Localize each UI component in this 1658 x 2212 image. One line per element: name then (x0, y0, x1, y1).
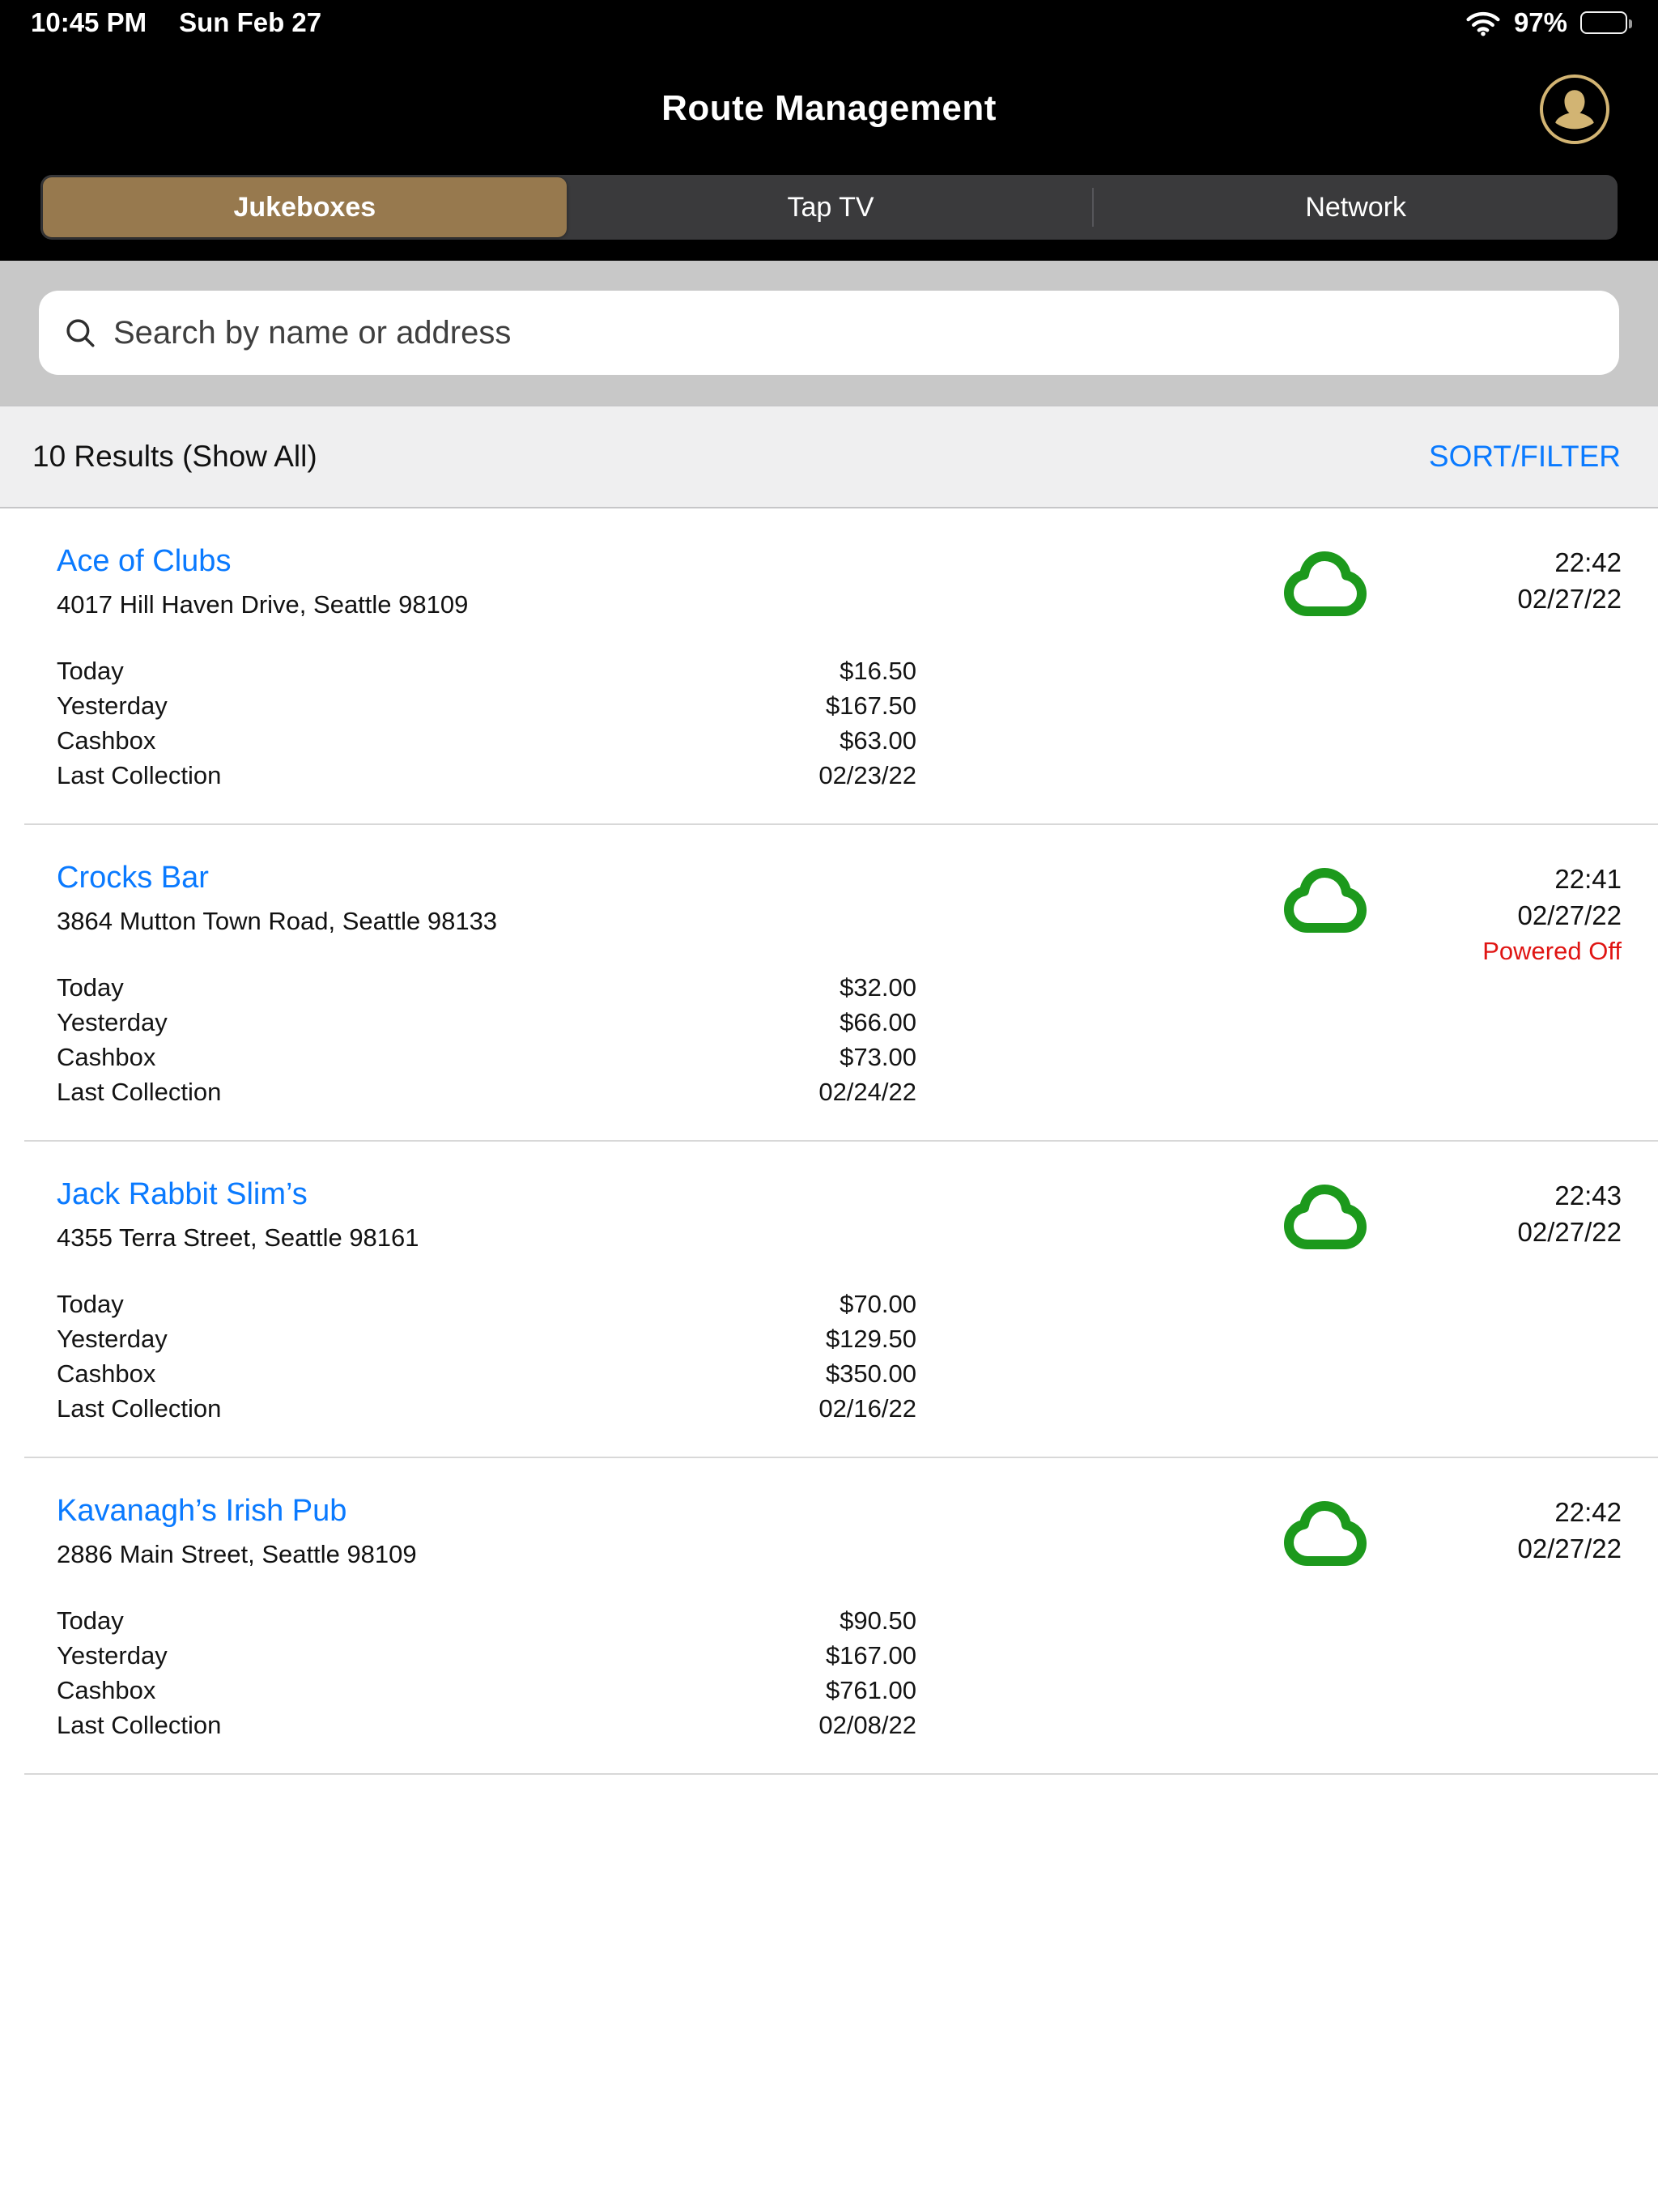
row-separator (24, 1457, 1658, 1458)
checkin-date: 02/27/22 (1517, 1217, 1622, 1247)
profile-avatar-icon[interactable] (1538, 73, 1611, 146)
stat-value-cashbox: $350.00 (825, 1359, 916, 1388)
venue-address: 4017 Hill Haven Drive, Seattle 98109 (57, 590, 469, 619)
stat-label-today: Today (57, 1606, 124, 1635)
last-checkin: 22:42 02/27/22 (1518, 544, 1622, 617)
stat-value-yesterday: $66.00 (840, 1008, 916, 1036)
last-checkin: 22:43 02/27/22 (1518, 1177, 1622, 1250)
last-checkin: 22:41 02/27/22 Powered Off (1482, 861, 1622, 969)
checkin-time: 22:43 (1554, 1180, 1622, 1210)
venue-list: Ace of Clubs 4017 Hill Haven Drive, Seat… (0, 508, 1658, 1775)
stat-value-today: $70.00 (840, 1290, 916, 1318)
tab-jukeboxes-label: Jukeboxes (233, 191, 376, 223)
stat-label-cashbox: Cashbox (57, 1043, 156, 1071)
results-bar: 10 Results (Show All) SORT/FILTER (0, 405, 1658, 508)
cloud-online-icon[interactable] (1279, 533, 1381, 635)
stat-value-cashbox: $761.00 (825, 1676, 916, 1704)
stat-label-yesterday: Yesterday (57, 1641, 168, 1670)
stat-label-last-collection: Last Collection (57, 1711, 222, 1739)
stat-label-yesterday: Yesterday (57, 1008, 168, 1036)
venue-row-crocks-bar[interactable]: Crocks Bar 3864 Mutton Town Road, Seattl… (0, 825, 1658, 1140)
stat-label-today: Today (57, 1290, 124, 1318)
app-header: Route Management (0, 45, 1658, 172)
stat-label-yesterday: Yesterday (57, 691, 168, 720)
segmented-control: Jukeboxes Tap TV Network (40, 175, 1618, 240)
sort-filter-button[interactable]: SORT/FILTER (1428, 440, 1621, 473)
battery-percent: 97% (1513, 7, 1567, 37)
results-count[interactable]: 10 Results (Show All) (32, 440, 317, 473)
cloud-online-icon[interactable] (1279, 1482, 1381, 1585)
stat-value-today: $90.50 (840, 1606, 916, 1635)
row-separator (24, 1140, 1658, 1142)
tab-tap-tv[interactable]: Tap TV (569, 175, 1093, 240)
checkin-date: 02/27/22 (1517, 1534, 1622, 1563)
stat-value-yesterday: $129.50 (825, 1325, 916, 1353)
wifi-icon (1465, 10, 1501, 36)
venue-stats: Today $32.00 Yesterday $66.00 Cashbox $73.0… (57, 970, 916, 1109)
checkin-date: 02/27/22 (1517, 900, 1622, 930)
stat-label-cashbox: Cashbox (57, 726, 156, 755)
cloud-online-icon[interactable] (1279, 1166, 1381, 1268)
tab-tap-tv-label: Tap TV (787, 191, 874, 223)
last-checkin: 22:42 02/27/22 (1518, 1494, 1622, 1567)
status-date: Sun Feb 27 (179, 7, 322, 37)
checkin-time: 22:42 (1554, 547, 1622, 577)
cloud-online-icon[interactable] (1279, 849, 1381, 951)
stat-value-last-collection: 02/16/22 (818, 1394, 916, 1423)
stat-value-last-collection: 02/24/22 (818, 1078, 916, 1106)
stat-label-last-collection: Last Collection (57, 1394, 222, 1423)
venue-stats: Today $16.50 Yesterday $167.50 Cashbox $63.… (57, 653, 916, 793)
row-separator (24, 823, 1658, 825)
segment-divider (1092, 188, 1095, 227)
venue-stats: Today $90.50 Yesterday $167.00 Cashbox $761… (57, 1603, 916, 1742)
venue-name-link[interactable]: Crocks Bar (57, 861, 209, 895)
search-field[interactable] (39, 291, 1619, 375)
stat-label-last-collection: Last Collection (57, 1078, 222, 1106)
venue-address: 4355 Terra Street, Seattle 98161 (57, 1223, 419, 1252)
stat-label-cashbox: Cashbox (57, 1359, 156, 1388)
tab-network[interactable]: Network (1094, 175, 1618, 240)
venue-stats: Today $70.00 Yesterday $129.50 Cashbox $350… (57, 1287, 916, 1426)
stat-value-cashbox: $63.00 (840, 726, 916, 755)
search-input[interactable] (113, 314, 1595, 351)
stat-label-cashbox: Cashbox (57, 1676, 156, 1704)
stat-value-last-collection: 02/08/22 (818, 1711, 916, 1739)
venue-name-link[interactable]: Jack Rabbit Slim’s (57, 1177, 308, 1211)
search-band (0, 261, 1658, 405)
stat-label-last-collection: Last Collection (57, 761, 222, 789)
stat-value-yesterday: $167.00 (825, 1641, 916, 1670)
battery-icon (1580, 11, 1632, 34)
tab-jukeboxes[interactable]: Jukeboxes (43, 177, 567, 237)
tab-band: Jukeboxes Tap TV Network (0, 172, 1658, 261)
stat-value-today: $32.00 (840, 973, 916, 1002)
search-icon (63, 316, 97, 350)
stat-value-yesterday: $167.50 (825, 691, 916, 720)
venue-row-kavanaghs-irish-pub[interactable]: Kavanagh’s Irish Pub 2886 Main Street, S… (0, 1458, 1658, 1773)
checkin-time: 22:41 (1554, 864, 1622, 894)
venue-address: 3864 Mutton Town Road, Seattle 98133 (57, 907, 498, 935)
venue-address: 2886 Main Street, Seattle 98109 (57, 1540, 417, 1568)
stat-value-last-collection: 02/23/22 (818, 761, 916, 789)
stat-label-yesterday: Yesterday (57, 1325, 168, 1353)
checkin-date: 02/27/22 (1517, 584, 1622, 614)
venue-name-link[interactable]: Ace of Clubs (57, 544, 232, 578)
tab-network-label: Network (1305, 191, 1407, 223)
venue-name-link[interactable]: Kavanagh’s Irish Pub (57, 1494, 347, 1528)
stat-value-today: $16.50 (840, 657, 916, 685)
power-status: Powered Off (1482, 937, 1622, 965)
status-time: 10:45 PM (31, 7, 147, 37)
checkin-time: 22:42 (1554, 1497, 1622, 1527)
stat-label-today: Today (57, 973, 124, 1002)
venue-row-ace-of-clubs[interactable]: Ace of Clubs 4017 Hill Haven Drive, Seat… (0, 508, 1658, 823)
row-separator (24, 1773, 1658, 1775)
stat-label-today: Today (57, 657, 124, 685)
status-bar: 10:45 PM Sun Feb 27 97% (0, 0, 1658, 45)
page-title: Route Management (661, 88, 997, 128)
venue-row-jack-rabbit-slims[interactable]: Jack Rabbit Slim’s 4355 Terra Street, Se… (0, 1142, 1658, 1457)
stat-value-cashbox: $73.00 (840, 1043, 916, 1071)
